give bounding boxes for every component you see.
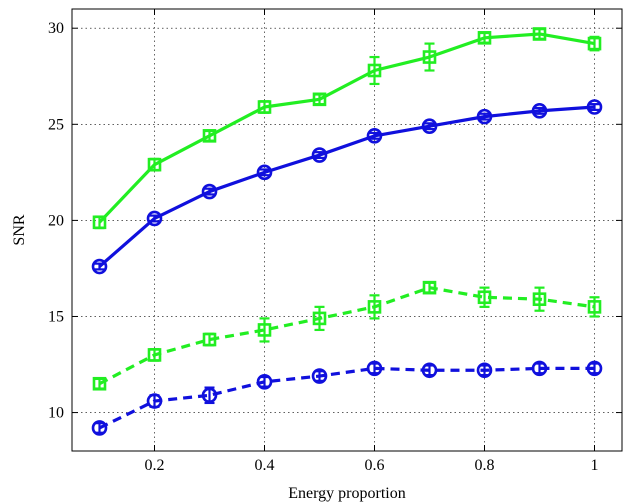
x-tick-label: 1 — [591, 457, 599, 474]
series-line — [100, 288, 595, 384]
series-line — [100, 368, 595, 428]
axis-ticks: 0.2 0.4 0.6 0.8 1 10 15 20 25 30 — [48, 9, 622, 474]
y-tick-label: 15 — [48, 308, 64, 325]
y-tick-label: 25 — [48, 116, 64, 133]
y-axis-label: SNR — [11, 214, 28, 245]
x-tick-label: 0.6 — [365, 457, 385, 474]
grid-lines — [72, 9, 622, 451]
series-group — [93, 28, 601, 434]
y-tick-label: 10 — [48, 405, 64, 422]
x-axis-label: Energy proportion — [288, 485, 405, 502]
series-line — [100, 34, 595, 222]
x-tick-label: 0.2 — [145, 457, 165, 474]
y-tick-label: 20 — [48, 212, 64, 229]
x-tick-label: 0.8 — [475, 457, 495, 474]
x-tick-label: 0.4 — [255, 457, 275, 474]
y-tick-label: 30 — [48, 20, 64, 37]
series-4 — [93, 362, 601, 435]
series-line — [100, 107, 595, 267]
series-2 — [93, 101, 601, 274]
series-1 — [94, 28, 600, 228]
